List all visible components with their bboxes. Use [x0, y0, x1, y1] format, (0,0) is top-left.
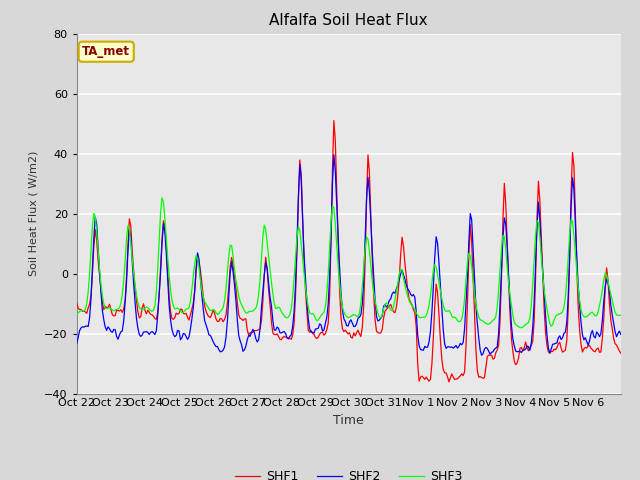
SHF1 — [73, 300, 81, 306]
Line: SHF2: SHF2 — [77, 155, 621, 355]
SHF1 — [616, 348, 623, 354]
SHF1 — [445, 379, 452, 385]
SHF3 — [462, 278, 470, 284]
SHF2 — [545, 345, 552, 351]
Y-axis label: Soil Heat Flux ( W/m2): Soil Heat Flux ( W/m2) — [29, 151, 38, 276]
SHF3 — [92, 214, 99, 220]
SHF2 — [616, 328, 623, 334]
SHF3 — [545, 314, 552, 320]
SHF2 — [617, 332, 625, 337]
SHF3 — [616, 312, 623, 318]
X-axis label: Time: Time — [333, 414, 364, 427]
SHF1 — [330, 118, 338, 123]
SHF1 — [617, 350, 625, 356]
SHF1 — [545, 349, 552, 355]
SHF2 — [108, 329, 116, 335]
SHF2 — [92, 214, 99, 220]
SHF3 — [518, 325, 525, 331]
SHF3 — [73, 311, 81, 317]
Text: TA_met: TA_met — [82, 45, 131, 58]
SHF2 — [478, 352, 486, 358]
SHF1 — [354, 327, 362, 333]
SHF3 — [108, 307, 116, 313]
Line: SHF3: SHF3 — [77, 198, 621, 328]
SHF1 — [108, 312, 116, 317]
SHF1 — [92, 227, 99, 232]
SHF3 — [158, 195, 166, 201]
SHF3 — [354, 314, 362, 320]
Legend: SHF1, SHF2, SHF3: SHF1, SHF2, SHF3 — [230, 465, 468, 480]
Line: SHF1: SHF1 — [77, 120, 621, 382]
Title: Alfalfa Soil Heat Flux: Alfalfa Soil Heat Flux — [269, 13, 428, 28]
SHF2 — [330, 152, 338, 157]
SHF2 — [354, 315, 362, 321]
SHF2 — [73, 340, 81, 346]
SHF3 — [617, 312, 625, 318]
SHF2 — [462, 301, 470, 307]
SHF1 — [463, 302, 471, 308]
